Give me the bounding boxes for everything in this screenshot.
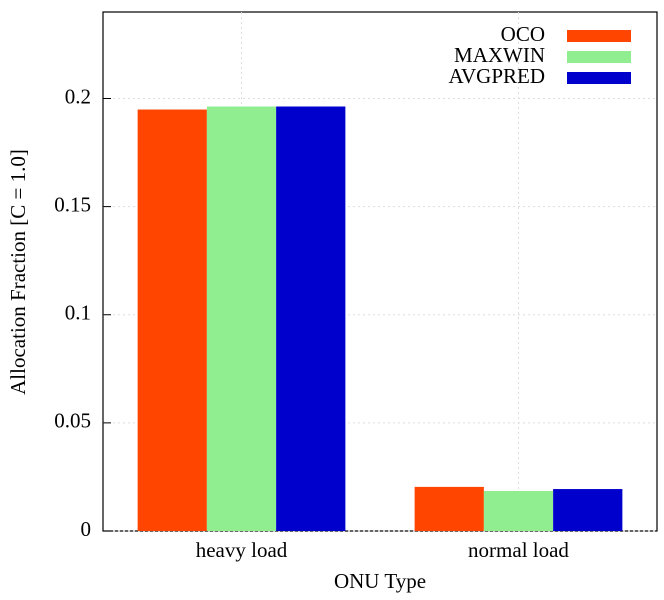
legend-label: AVGPRED (449, 64, 545, 88)
bar (553, 489, 623, 531)
bar (276, 106, 346, 531)
legend-label: MAXWIN (454, 43, 545, 67)
x-tick-label: normal load (468, 538, 569, 562)
bar (483, 490, 554, 531)
y-tick-label: 0.15 (54, 192, 91, 216)
legend-swatch (567, 51, 631, 63)
y-tick-label: 0 (81, 517, 92, 541)
x-tick-label: heavy load (196, 538, 288, 562)
x-axis-label: ONU Type (334, 569, 426, 593)
legend-label: OCO (501, 22, 545, 46)
legend-swatch (567, 30, 631, 42)
y-tick-label: 0.2 (65, 84, 91, 108)
bar (414, 486, 484, 531)
bar (137, 109, 207, 531)
y-tick-label: 0.1 (65, 301, 91, 325)
y-axis-label: Allocation Fraction [C = 1.0] (6, 149, 30, 395)
bar (206, 106, 277, 531)
legend-swatch (567, 72, 631, 84)
y-tick-label: 0.05 (54, 409, 91, 433)
